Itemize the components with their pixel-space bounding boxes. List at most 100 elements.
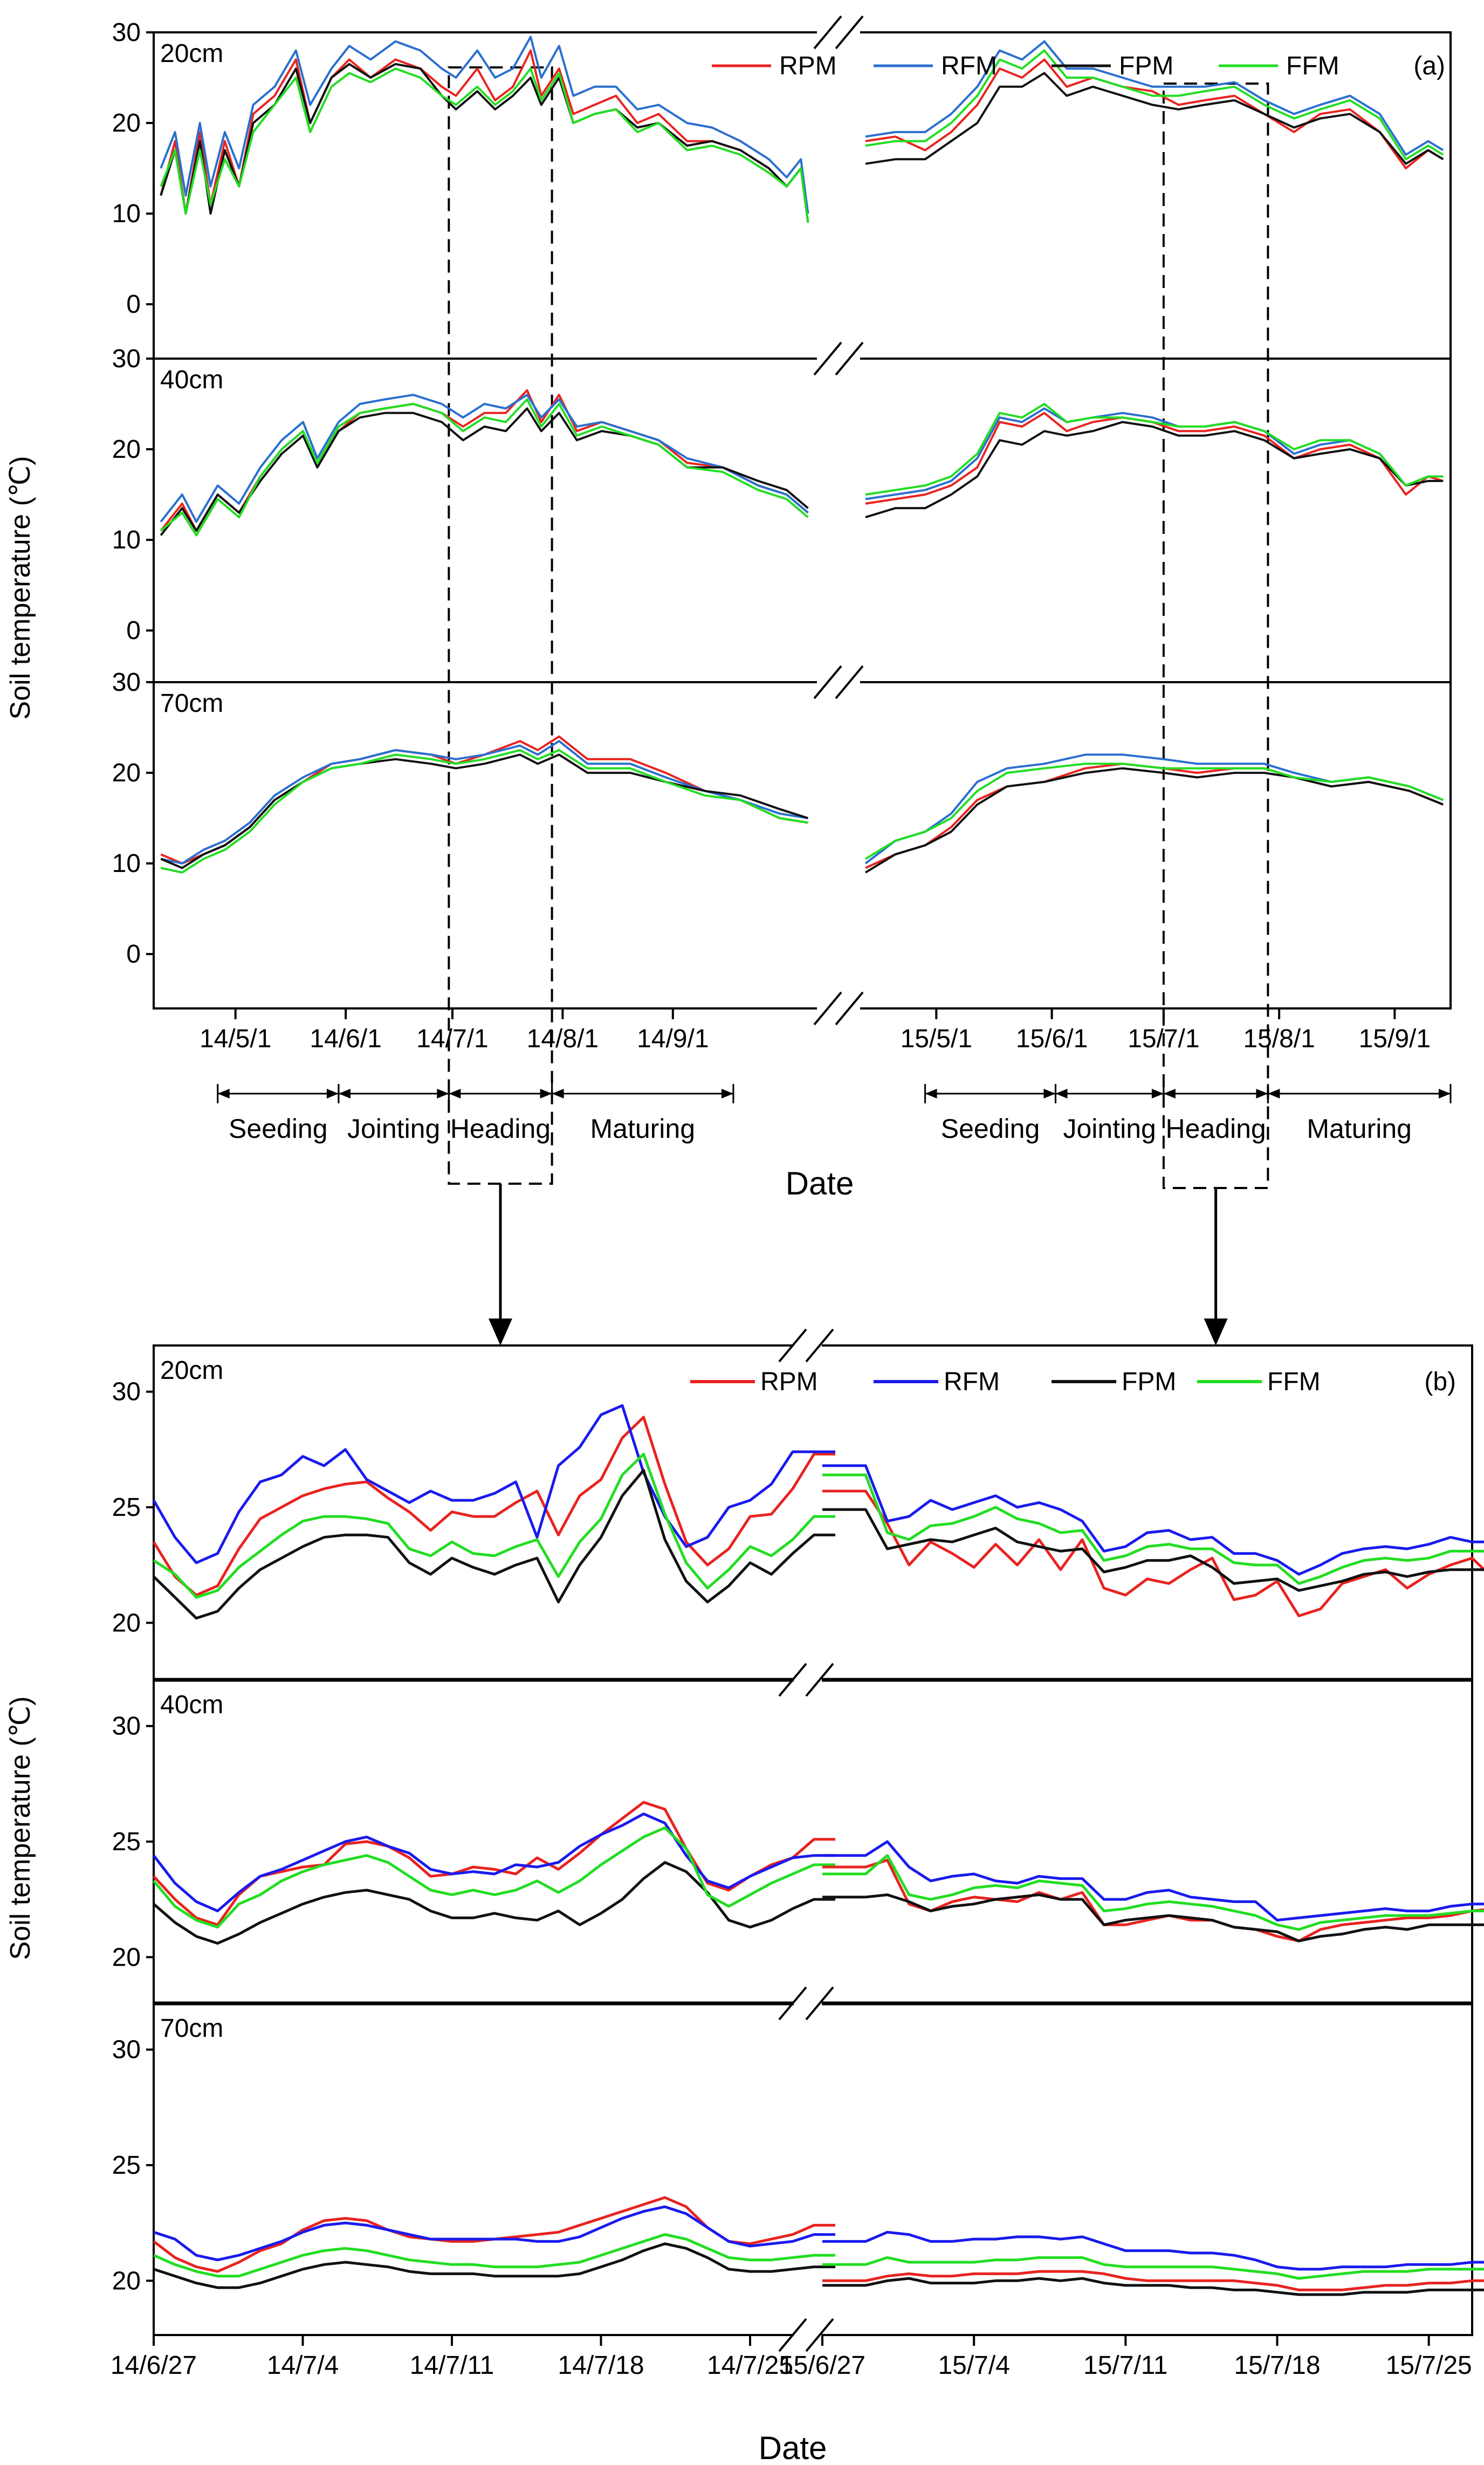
series-line-fpm [865, 72, 1444, 165]
axis-break-gap [817, 337, 860, 380]
stage-arrowhead [540, 1089, 552, 1098]
series-line-ffm [153, 1826, 835, 1929]
heading-zoom-box-2015 [1162, 83, 1269, 1189]
depth-label: 40cm [160, 366, 223, 394]
depth-label: 20cm [160, 39, 223, 68]
heading-zoom-box-2014 [448, 66, 553, 1185]
legend-label-rfm: RFM [944, 1368, 1000, 1396]
x-tick-label: 14/5/1 [200, 1025, 271, 1053]
axis-break-mark [778, 1663, 807, 1697]
y-tick-label: 20 [112, 435, 141, 464]
axis-break-mark [813, 991, 842, 1026]
series-line-rpm [822, 1489, 1484, 1617]
series-line-rfm [822, 1840, 1484, 1922]
stage-arrowhead [721, 1089, 733, 1098]
stage-arrowhead [1256, 1089, 1268, 1098]
y-tick-label: 30 [112, 668, 141, 697]
axis-break-mark [805, 1328, 834, 1363]
stage-label: Jointing [1063, 1114, 1156, 1144]
x-tick-label: 14/9/1 [637, 1025, 709, 1053]
series-line-rpm [822, 2270, 1484, 2291]
legend-label-ffm: FFM [1267, 1368, 1321, 1396]
series-line-rfm [160, 740, 808, 865]
zoom-arrowhead [1204, 1319, 1228, 1345]
stage-label: Heading [1165, 1114, 1266, 1144]
axis-break-mark [813, 15, 842, 50]
axis-break-mark [778, 1986, 807, 2021]
y-tick-label: 10 [112, 200, 141, 228]
axis-break-mark [805, 2318, 834, 2352]
series-line-fpm [153, 2242, 835, 2289]
x-tick-label: 15/5/1 [901, 1025, 972, 1053]
series-line-fpm [865, 421, 1444, 519]
panel-b: 20cm 20 25 30 40cm 20 25 30 70cm 20 25 30 14/6/27 14/… [111, 1324, 1484, 2380]
series-line-ffm [160, 398, 809, 537]
y-tick-label: 30 [112, 1378, 141, 1406]
x-tick-label: 14/6/1 [310, 1025, 381, 1053]
series-line-ffm [822, 1473, 1484, 1585]
y-tick-label: 30 [112, 2036, 141, 2064]
x-tick-label: 14/7/25 [707, 2351, 793, 2380]
axis-break-mark [835, 991, 864, 1026]
stage-label: Maturing [590, 1114, 695, 1144]
y-tick-label: 20 [112, 109, 141, 138]
stage-arrowhead [326, 1089, 339, 1098]
y-tick-label: 25 [112, 1493, 141, 1522]
stage-label: Seeding [941, 1114, 1040, 1144]
axis-break-mark [813, 665, 842, 699]
series-line-rpm [153, 2196, 835, 2273]
x-tick-label: 15/7/25 [1386, 2351, 1472, 2380]
series-line-fpm [864, 767, 1444, 874]
legend-label-ffm: FFM [1286, 52, 1339, 80]
series-line-rpm [152, 1416, 835, 1597]
series-line-rfm [160, 394, 809, 523]
stage-label: Maturing [1307, 1114, 1412, 1144]
axis-break-mark [835, 15, 864, 50]
series-line-rpm [822, 1858, 1484, 1942]
series-line-fpm [822, 2277, 1484, 2296]
axis-break-gap [817, 987, 860, 1030]
stage-arrowhead [1043, 1089, 1056, 1098]
x-tick-label: 14/7/11 [410, 2351, 494, 2380]
stage-arrowhead [1151, 1089, 1164, 1098]
series-line-ffm [153, 2233, 835, 2278]
axis-break-gap [817, 661, 860, 704]
series-line-rfm [865, 40, 1444, 156]
legend-label-rpm: RPM [760, 1368, 818, 1396]
series-line-ffm [864, 763, 1444, 860]
axis-break-gap [817, 11, 860, 54]
y-tick-label: 0 [126, 290, 141, 319]
stage-label: Heading [450, 1114, 551, 1144]
series-line-ffm [865, 49, 1444, 161]
axis-break-mark [805, 1663, 834, 1697]
series-line-fpm [160, 753, 809, 869]
series-line-rfm [822, 1464, 1484, 1576]
depth-label: 70cm [160, 689, 223, 718]
y-tick-label: 30 [112, 345, 141, 373]
x-tick-label: 14/7/1 [416, 1025, 488, 1053]
zoom-arrowhead [488, 1319, 512, 1345]
zoom-region-boxes [448, 66, 1269, 1345]
x-tick-label: 14/7/4 [267, 2351, 339, 2380]
series-line-rpm [865, 58, 1444, 170]
series-line-ffm [160, 749, 808, 874]
axis-break-mark [835, 341, 864, 376]
x-tick-label: 15/7/11 [1083, 2351, 1168, 2380]
x-tick-label: 14/6/27 [111, 2351, 197, 2380]
depth-label: 40cm [160, 1691, 223, 1719]
x-tick-label: 14/8/1 [527, 1025, 599, 1053]
axis-break-mark [778, 1328, 807, 1363]
legend-label-rfm: RFM [941, 52, 997, 80]
stage-label: Seeding [229, 1114, 328, 1144]
series-line-ffm [822, 1854, 1484, 1931]
y-tick-label: 25 [112, 2151, 141, 2180]
y-tick-label: 0 [126, 616, 141, 645]
series-line-fpm [822, 1508, 1484, 1592]
y-tick-label: 20 [112, 1943, 141, 1972]
stage-arrowhead [1055, 1089, 1068, 1098]
y-tick-label: 30 [112, 1712, 141, 1741]
series-line-rfm [153, 2205, 835, 2262]
stage-arrowhead [552, 1089, 564, 1098]
y-tick-label: 25 [112, 1828, 141, 1856]
x-tick-label: 15/6/27 [779, 2351, 865, 2380]
